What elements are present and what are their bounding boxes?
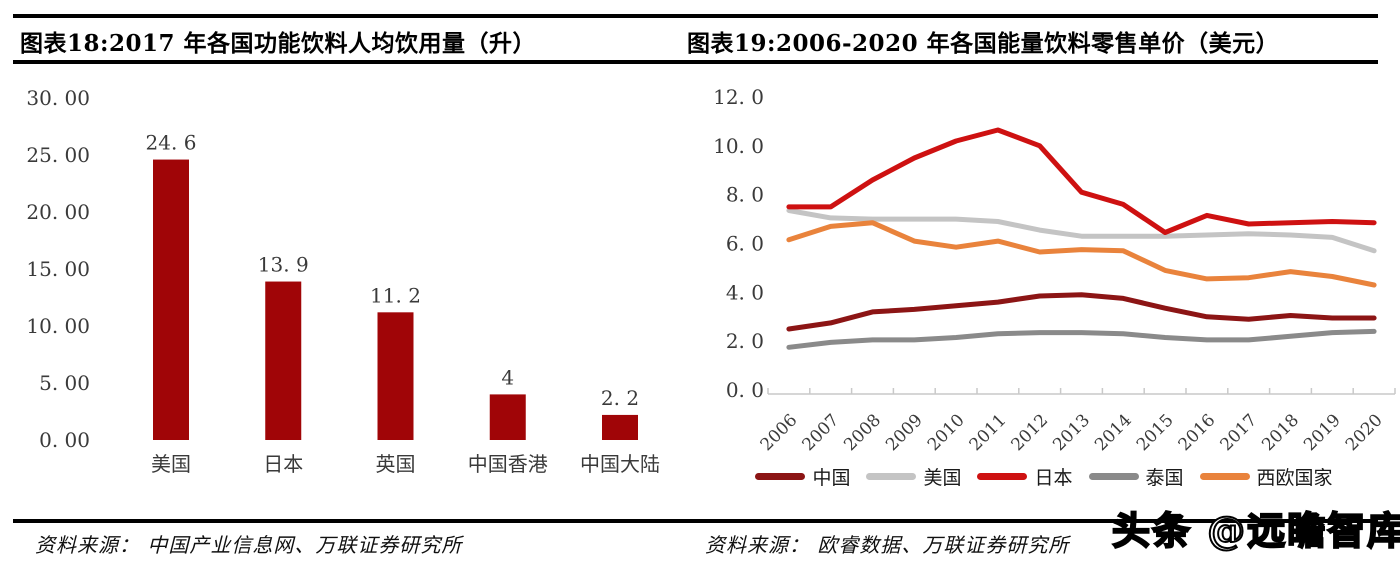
watermark: 头条 @远瞻智库 [1111, 507, 1400, 554]
bar-y-tick-label: 20. 00 [26, 200, 90, 224]
series-line-美国 [786, 208, 1377, 254]
line-y-tick-label: 10. 0 [713, 134, 764, 158]
bar-value-label: 24. 6 [146, 131, 197, 155]
bar-y-tick-label: 0. 00 [39, 428, 90, 452]
line-y-tick-label: 8. 0 [726, 183, 764, 207]
bar-chart-title: 图表18:2017 年各国功能饮料人均饮用量（升） [20, 30, 537, 57]
line-chart-legend: 中国 美国 日本 泰国 西欧国家 [688, 463, 1400, 490]
legend-swatch [755, 473, 806, 480]
legend-item: 西欧国家 [1199, 463, 1333, 490]
bar-value-label: 2. 2 [601, 386, 639, 410]
legend-label: 日本 [1034, 467, 1073, 489]
legend-swatch [977, 473, 1028, 480]
series-line-泰国 [786, 328, 1377, 350]
x-tick-label: 2012 [1008, 410, 1053, 455]
line-chart-title: 图表19:2006-2020 年各国能量饮料零售单价（美元） [687, 30, 1280, 57]
line-chart-panel: 0. 0 2. 0 4. 0 6. 0 8. 0 10. 0 12. 0 2006 2007 20… [688, 64, 1400, 518]
legend-label: 中国 [812, 467, 851, 489]
bar-y-tick-label: 5. 00 [39, 371, 90, 395]
bar [489, 394, 526, 440]
x-tick-label: 2014 [1091, 410, 1136, 455]
line-y-tick-label: 2. 0 [726, 329, 764, 353]
x-tick-label: 2017 [1217, 410, 1262, 455]
legend-label: 泰国 [1145, 467, 1184, 489]
line-y-tick-label: 4. 0 [726, 280, 764, 304]
bottom-rule [13, 519, 1378, 523]
bar-category-label: 日本 [263, 452, 303, 476]
legend-swatch [866, 473, 917, 480]
x-tick-label: 2013 [1049, 410, 1094, 455]
legend-item: 泰国 [1088, 463, 1184, 490]
x-tick-label: 2008 [840, 410, 885, 455]
bar-value-label: 4 [501, 365, 514, 389]
bar-category-label: 中国大陆 [580, 452, 660, 476]
line-y-tick-label: 12. 0 [713, 85, 764, 109]
x-tick-label: 2007 [799, 410, 844, 455]
legend-swatch [1088, 473, 1139, 480]
line-chart-source: 资料来源： 欧睿数据、万联证券研究所 [705, 533, 1070, 557]
legend-label: 西欧国家 [1256, 467, 1333, 489]
title-underline-rule [13, 60, 1378, 64]
line-y-tick-label: 6. 0 [726, 232, 764, 256]
legend-item: 日本 [977, 463, 1073, 490]
x-tick-label: 2019 [1300, 410, 1345, 455]
x-tick-label: 2009 [882, 410, 927, 455]
top-rule [13, 14, 1378, 18]
bar-value-label: 11. 2 [370, 283, 421, 307]
bar-y-tick-label: 25. 00 [26, 143, 90, 167]
bar-category-label: 英国 [376, 452, 416, 476]
bar-chart-svg: 0. 00 5. 00 10. 00 15. 00 20. 00 25. 00 30. 00… [26, 86, 660, 476]
legend-item: 中国 [755, 463, 850, 490]
bar [377, 312, 414, 440]
line-y-tick-label: 0. 0 [726, 378, 764, 402]
series-line-日本 [786, 127, 1377, 235]
bar [602, 414, 638, 440]
x-tick-label: 2006 [757, 410, 802, 455]
legend-item: 美国 [866, 463, 961, 490]
line-chart-svg: 0. 02. 04. 06. 08. 010. 012. 02006200720… [713, 85, 1396, 455]
bar-chart-panel: 0. 00 5. 00 10. 00 15. 00 20. 00 25. 00 30. 00… [10, 64, 670, 518]
legend-label: 美国 [923, 467, 962, 489]
bar-category-label: 美国 [151, 452, 191, 476]
series-line-中国 [786, 292, 1377, 332]
x-tick-label: 2016 [1175, 410, 1220, 455]
bar [153, 159, 189, 440]
bar-category-label: 中国香港 [468, 452, 548, 476]
x-tick-label: 2018 [1258, 410, 1303, 455]
bar-y-tick-label: 15. 00 [26, 257, 90, 281]
bar-value-label: 13. 9 [258, 253, 309, 277]
bar [265, 281, 302, 440]
bar-chart-source: 资料来源： 中国产业信息网、万联证券研究所 [35, 533, 463, 557]
x-tick-label: 2010 [924, 410, 969, 455]
bar-y-tick-label: 30. 00 [26, 86, 90, 110]
legend-swatch [1199, 473, 1250, 480]
bar-y-tick-label: 10. 00 [26, 314, 90, 338]
x-tick-label: 2020 [1342, 410, 1387, 455]
series-line-西欧国家 [786, 220, 1377, 288]
x-tick-label: 2011 [966, 410, 1011, 455]
x-tick-label: 2015 [1133, 410, 1178, 455]
